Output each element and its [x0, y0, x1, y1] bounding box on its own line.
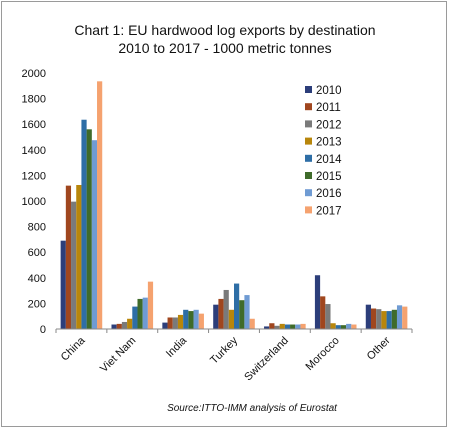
bar — [142, 297, 148, 329]
bar — [81, 119, 87, 329]
y-tick-label: 1400 — [22, 145, 46, 157]
y-tick-label: 600 — [28, 247, 46, 259]
x-tick-label: Switzerland — [242, 335, 291, 384]
x-axis: China Viet Nam India Turkey Switzerland Moroc… — [55, 328, 413, 384]
bar — [132, 306, 138, 329]
x-tick-label: India — [164, 334, 190, 360]
bar — [402, 306, 408, 329]
legend-label: 2014 — [316, 154, 342, 166]
bar — [314, 275, 321, 329]
legend-label: 2011 — [316, 102, 341, 114]
bar — [137, 298, 143, 329]
bar — [71, 201, 77, 329]
legend-label: 2010 — [316, 85, 342, 97]
bar — [284, 324, 291, 329]
bar — [198, 313, 204, 329]
bar — [244, 295, 250, 329]
legend-swatch — [305, 120, 312, 128]
x-tick-label: Viet Nam — [98, 335, 138, 375]
bar — [234, 283, 240, 329]
bars — [60, 81, 408, 329]
bar — [279, 323, 285, 329]
y-tick-label: 1600 — [22, 119, 46, 131]
legend-label: 2016 — [316, 188, 342, 200]
bar — [116, 323, 122, 329]
bar — [172, 317, 178, 329]
x-tick-label: Turkey — [208, 334, 240, 366]
legend-label: 2012 — [316, 119, 342, 131]
bar — [351, 324, 357, 329]
bar — [330, 323, 336, 329]
bar — [65, 185, 72, 329]
bar — [213, 304, 219, 329]
bar — [147, 281, 154, 329]
bar — [325, 304, 331, 329]
chart-subtitle: 2010 to 2017 - 1000 metric tonnes — [118, 40, 331, 56]
y-tick-label: 800 — [28, 222, 46, 234]
x-tick-label: Morocco — [304, 335, 342, 373]
bar — [239, 300, 245, 329]
bar — [188, 311, 194, 329]
source-note: Source:ITTO-IMM analysis of Eurostat — [167, 403, 338, 414]
bar — [370, 308, 377, 329]
bar — [162, 322, 168, 329]
legend-swatch — [305, 172, 312, 179]
y-tick-label: 200 — [28, 298, 46, 310]
bar — [97, 81, 103, 329]
bar — [249, 318, 255, 329]
legend: 2010 2011 2012 2013 2014 2015 2016 2017 — [305, 85, 342, 217]
bar — [264, 326, 270, 329]
bar — [60, 240, 66, 329]
bar — [269, 323, 275, 329]
bar — [127, 318, 133, 329]
bar — [193, 309, 199, 329]
bar — [376, 309, 382, 329]
legend-label: 2013 — [316, 137, 342, 149]
legend-swatch — [305, 86, 312, 93]
bar — [228, 309, 234, 329]
bar — [223, 289, 229, 329]
legend-label: 2017 — [316, 205, 342, 217]
chart-title: Chart 1: EU hardwood log exports by dest… — [74, 22, 375, 38]
bar — [365, 304, 371, 329]
bar — [300, 323, 306, 329]
legend-swatch — [305, 206, 312, 214]
bar — [274, 325, 280, 329]
legend-swatch — [305, 154, 312, 162]
bar — [295, 324, 301, 329]
bar — [111, 324, 117, 329]
bar — [76, 185, 82, 329]
y-axis: 0 200 400 600 800 1000 1200 1400 1600 1800 2000 — [22, 68, 46, 336]
bar — [340, 325, 347, 329]
legend-swatch — [305, 189, 312, 197]
bar — [346, 323, 352, 329]
bar — [320, 296, 326, 329]
bar — [86, 129, 92, 329]
y-tick-label: 400 — [28, 273, 46, 285]
bar — [183, 309, 189, 329]
y-tick-label: 1200 — [22, 170, 46, 182]
legend-swatch — [305, 103, 312, 111]
bar — [381, 311, 387, 329]
bar — [335, 325, 341, 329]
legend-label: 2015 — [316, 171, 342, 183]
bar — [121, 321, 128, 329]
x-tick-label: Other — [365, 334, 393, 362]
bar — [386, 311, 392, 329]
y-tick-label: 1000 — [22, 196, 46, 208]
x-tick-label: China — [59, 334, 88, 363]
y-tick-label: 1800 — [22, 94, 46, 106]
legend-swatch — [305, 137, 312, 145]
bar — [167, 317, 173, 329]
bar — [218, 298, 224, 329]
y-tick-label: 0 — [40, 324, 46, 336]
bar — [391, 309, 397, 329]
bar — [91, 140, 98, 329]
bar — [177, 314, 184, 329]
y-tick-label: 2000 — [22, 68, 46, 80]
bar — [290, 324, 296, 329]
bar — [396, 305, 403, 329]
